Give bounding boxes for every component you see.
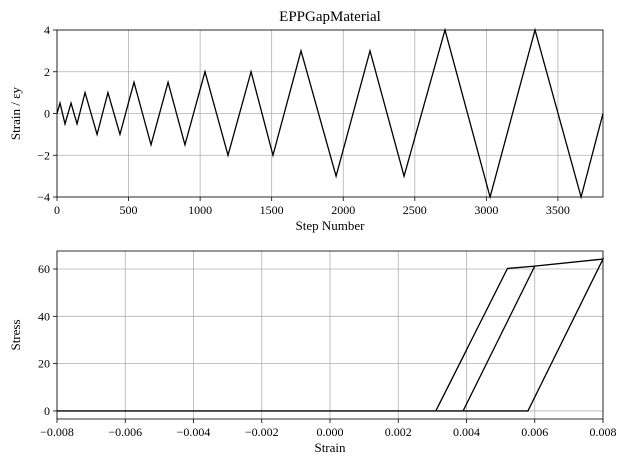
x-tick-label: 0.002 — [385, 425, 412, 439]
x-tick-label: 0 — [54, 203, 60, 217]
y-tick-label: 4 — [44, 23, 50, 37]
y-tick-label: 20 — [38, 357, 50, 371]
x-tick-label: 0.006 — [521, 425, 548, 439]
x-tick-label: 3500 — [546, 203, 570, 217]
x-tick-label: 2000 — [331, 203, 355, 217]
y-tick-label: 0 — [44, 404, 50, 418]
x-tick-label: −0.008 — [40, 425, 74, 439]
data-line — [57, 258, 605, 412]
x-axis-label: Strain — [314, 440, 346, 455]
y-axis-label: Stress — [8, 319, 23, 350]
x-tick-label: 0.008 — [590, 425, 617, 439]
x-tick-label: 0.004 — [453, 425, 480, 439]
x-tick-label: 3000 — [474, 203, 498, 217]
axes-frame — [56, 250, 604, 420]
data-line — [56, 27, 604, 200]
x-tick-label: −0.002 — [245, 425, 279, 439]
y-tick-label: 40 — [38, 309, 50, 323]
y-tick-label: −2 — [37, 148, 50, 162]
x-tick-label: 0.000 — [317, 425, 344, 439]
y-tick-label: 2 — [44, 65, 50, 79]
chart-title: EPPGapMaterial — [279, 9, 381, 25]
x-tick-label: 1000 — [188, 203, 212, 217]
axes-frame — [56, 29, 604, 198]
x-tick-label: −0.006 — [108, 425, 142, 439]
x-axis-label: Step Number — [296, 218, 366, 233]
y-tick-label: 0 — [44, 107, 50, 121]
x-tick-label: 500 — [120, 203, 138, 217]
x-tick-label: 1500 — [260, 203, 284, 217]
x-tick-label: 2500 — [403, 203, 427, 217]
y-tick-label: 60 — [38, 262, 50, 276]
y-axis-label: Strain / εy — [8, 86, 23, 140]
x-tick-label: −0.004 — [177, 425, 211, 439]
y-tick-label: −4 — [37, 190, 50, 204]
